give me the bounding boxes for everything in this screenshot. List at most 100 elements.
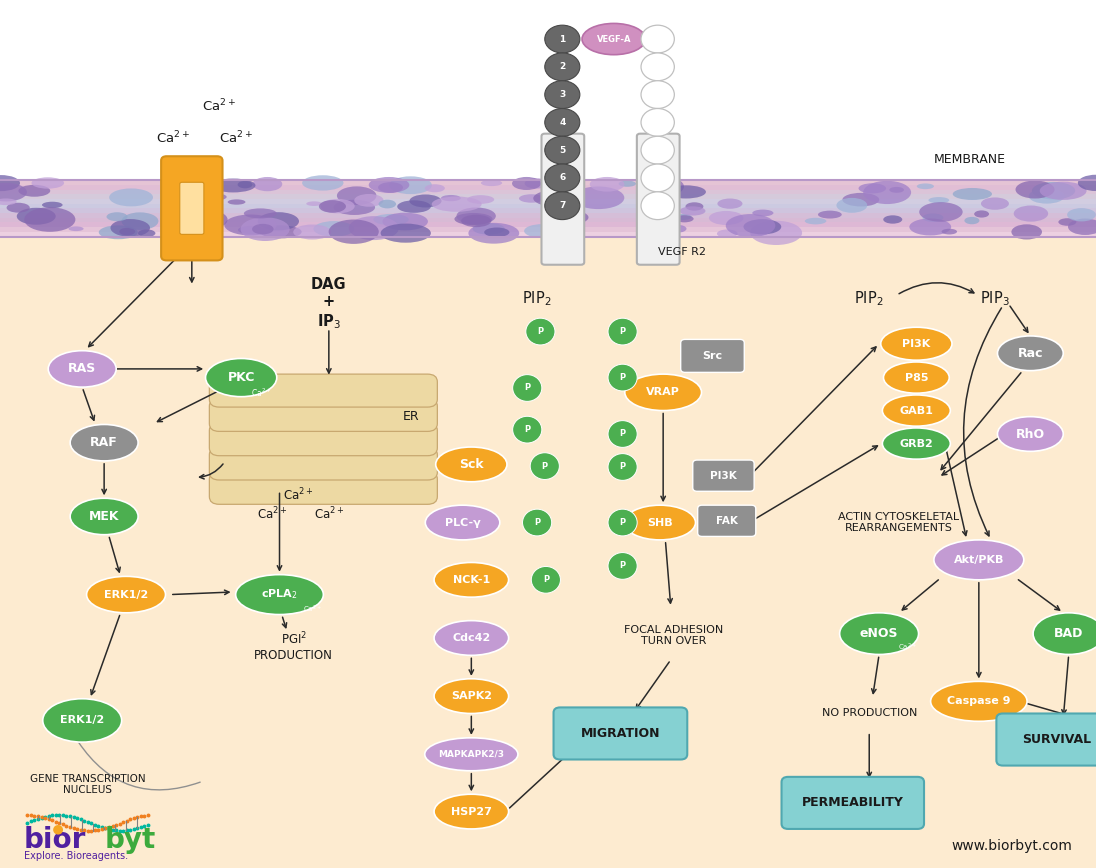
Ellipse shape	[641, 25, 674, 53]
Ellipse shape	[883, 362, 949, 393]
Text: Ca$^{2+}$: Ca$^{2+}$	[302, 603, 322, 615]
Ellipse shape	[534, 190, 581, 207]
Text: PIP$_3$: PIP$_3$	[980, 289, 1010, 308]
Ellipse shape	[608, 454, 637, 480]
Ellipse shape	[314, 221, 354, 237]
Ellipse shape	[172, 184, 218, 207]
Bar	[0, 204, 1096, 208]
Ellipse shape	[434, 621, 508, 655]
Ellipse shape	[839, 613, 918, 654]
Ellipse shape	[624, 505, 695, 540]
Ellipse shape	[48, 351, 117, 387]
Ellipse shape	[319, 201, 346, 213]
Text: HSP27: HSP27	[451, 806, 492, 817]
Text: SAPK2: SAPK2	[451, 691, 492, 701]
Ellipse shape	[481, 180, 503, 186]
Ellipse shape	[608, 510, 637, 536]
Ellipse shape	[425, 184, 444, 193]
Bar	[0, 189, 1096, 194]
FancyBboxPatch shape	[161, 156, 222, 260]
Ellipse shape	[68, 227, 84, 231]
Text: Ca$^{2+}$: Ca$^{2+}$	[156, 130, 190, 147]
Ellipse shape	[889, 187, 904, 193]
Text: Explore. Bioreagents.: Explore. Bioreagents.	[24, 851, 129, 861]
Ellipse shape	[525, 178, 549, 188]
Ellipse shape	[641, 53, 674, 81]
Ellipse shape	[469, 223, 519, 244]
Ellipse shape	[53, 825, 63, 835]
Ellipse shape	[241, 217, 289, 241]
Text: Sck: Sck	[459, 458, 484, 470]
FancyBboxPatch shape	[179, 182, 204, 234]
Ellipse shape	[1078, 174, 1100, 191]
Ellipse shape	[572, 187, 625, 209]
Text: RhO: RhO	[1015, 428, 1045, 440]
Ellipse shape	[1040, 181, 1087, 200]
Ellipse shape	[667, 186, 706, 199]
Ellipse shape	[16, 207, 56, 225]
Ellipse shape	[378, 200, 396, 208]
Ellipse shape	[306, 201, 322, 206]
Ellipse shape	[544, 192, 580, 220]
Ellipse shape	[431, 196, 482, 212]
Ellipse shape	[175, 206, 205, 218]
Bar	[0, 227, 1096, 232]
Ellipse shape	[434, 562, 508, 597]
FancyBboxPatch shape	[209, 471, 438, 504]
Text: P: P	[542, 575, 549, 584]
Text: DAG
+
IP$_3$: DAG + IP$_3$	[311, 277, 346, 331]
Ellipse shape	[522, 510, 552, 536]
Ellipse shape	[456, 207, 496, 225]
FancyBboxPatch shape	[209, 447, 438, 480]
Ellipse shape	[368, 177, 409, 193]
Text: FOCAL ADHESION
TURN OVER: FOCAL ADHESION TURN OVER	[625, 625, 724, 646]
Ellipse shape	[373, 214, 409, 225]
Ellipse shape	[883, 215, 902, 224]
Text: ERK1/2: ERK1/2	[60, 715, 104, 726]
Text: cPLA$_2$: cPLA$_2$	[261, 588, 298, 602]
Text: P: P	[537, 327, 543, 336]
Ellipse shape	[641, 81, 674, 108]
Ellipse shape	[473, 223, 505, 234]
Text: Caspase 9: Caspase 9	[947, 696, 1011, 707]
Ellipse shape	[1032, 182, 1075, 200]
Ellipse shape	[1068, 219, 1100, 235]
Ellipse shape	[333, 200, 375, 215]
Ellipse shape	[641, 136, 674, 164]
Ellipse shape	[726, 214, 775, 237]
Ellipse shape	[544, 53, 580, 81]
Ellipse shape	[238, 181, 253, 188]
Text: 4: 4	[559, 118, 565, 127]
Ellipse shape	[881, 327, 952, 360]
Ellipse shape	[608, 553, 637, 579]
Ellipse shape	[329, 220, 378, 244]
Ellipse shape	[235, 575, 323, 615]
FancyBboxPatch shape	[209, 423, 438, 456]
Ellipse shape	[110, 219, 150, 237]
Text: Ca$^{2+}$: Ca$^{2+}$	[314, 505, 344, 523]
Bar	[0, 199, 1096, 204]
Ellipse shape	[544, 164, 580, 192]
Text: 2: 2	[559, 62, 565, 71]
Ellipse shape	[524, 224, 560, 238]
Ellipse shape	[434, 794, 508, 829]
Text: PLC-γ: PLC-γ	[444, 517, 481, 528]
Ellipse shape	[882, 428, 950, 459]
Ellipse shape	[454, 213, 493, 225]
Text: P: P	[619, 562, 626, 570]
Ellipse shape	[519, 194, 543, 203]
Ellipse shape	[1058, 218, 1076, 226]
Ellipse shape	[618, 181, 636, 187]
FancyBboxPatch shape	[997, 713, 1100, 766]
Ellipse shape	[349, 216, 399, 240]
Ellipse shape	[858, 183, 886, 194]
Ellipse shape	[0, 175, 20, 191]
Ellipse shape	[544, 25, 580, 53]
Ellipse shape	[998, 336, 1064, 371]
Ellipse shape	[708, 211, 744, 225]
Ellipse shape	[42, 201, 63, 208]
Ellipse shape	[981, 197, 1009, 210]
Ellipse shape	[238, 226, 264, 234]
Ellipse shape	[512, 177, 541, 190]
Ellipse shape	[87, 576, 165, 613]
